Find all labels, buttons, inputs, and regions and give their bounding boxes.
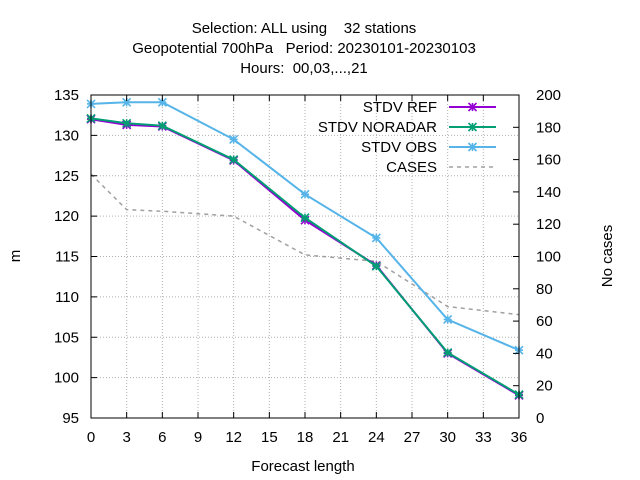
y-tick-label: 95 (62, 410, 79, 427)
y2-tick-label: 40 (536, 345, 553, 362)
y-tick-label: 130 (54, 127, 79, 144)
series-line-cases (90, 173, 520, 316)
y2-tick-label: 160 (536, 152, 561, 169)
legend-label: STDV OBS (361, 139, 437, 156)
chart-title-line-1: Selection: ALL using 32 stations (192, 20, 417, 37)
x-tick-label: 12 (225, 429, 242, 446)
y2-axis-label: No cases (599, 225, 616, 288)
grid-layer (91, 95, 519, 418)
y2-tick-label: 80 (536, 281, 553, 298)
y-tick-label: 115 (55, 249, 79, 266)
y-tick-label: 135 (54, 87, 79, 104)
x-axis-label: Forecast length (251, 458, 354, 475)
x-tick-label: 6 (158, 429, 166, 446)
data-point (300, 189, 310, 199)
data-point (371, 261, 381, 271)
data-point (122, 118, 132, 128)
data-point (157, 121, 167, 131)
series-layer (86, 97, 524, 400)
y2-tick-label: 20 (536, 378, 553, 395)
legend-label: STDV NORADAR (318, 119, 437, 136)
y2-tick-label: 140 (536, 184, 561, 201)
legend-label: CASES (386, 159, 437, 176)
x-tick-label: 3 (122, 429, 130, 446)
legend: STDV REF STDV NORADAR STDV OBS CASES (318, 99, 496, 176)
legend-marker (467, 142, 478, 152)
y2-tick-label: 180 (536, 119, 561, 136)
y2-tick-label: 120 (536, 216, 561, 233)
x-tick-label: 24 (368, 429, 385, 446)
y2-tick-label: 200 (536, 87, 561, 104)
y2-tick-label: 0 (536, 410, 544, 427)
y-tick-label: 110 (55, 289, 79, 306)
x-tick-label: 0 (87, 429, 95, 446)
y-tick-label: 120 (54, 208, 79, 225)
data-point (229, 134, 239, 144)
data-point (122, 97, 132, 107)
data-point (229, 155, 239, 165)
x-tick-label: 36 (511, 429, 528, 446)
chart-title-line-3: Hours: 00,03,...,21 (240, 60, 368, 77)
x-tick-label: 21 (332, 429, 349, 446)
axes-layer: 0 3 6 9 12 15 18 21 24 27 30 33 36951001051101151201… (54, 87, 561, 446)
x-tick-label: 18 (297, 429, 314, 446)
y-tick-label: 105 (54, 329, 79, 346)
x-tick-label: 30 (439, 429, 456, 446)
data-point (300, 213, 310, 223)
y-axis-label: m (7, 250, 24, 263)
series-line-stdv-noradar (90, 117, 520, 396)
x-tick-label: 27 (404, 429, 421, 446)
y2-tick-label: 100 (536, 249, 561, 266)
data-point (443, 348, 453, 358)
legend-marker (467, 102, 478, 112)
x-tick-label: 33 (475, 429, 492, 446)
y-tick-label: 125 (54, 168, 79, 185)
legend-marker (467, 122, 478, 132)
data-point (443, 314, 453, 325)
x-tick-label: 9 (194, 429, 202, 446)
y-tick-label: 100 (54, 370, 79, 387)
chart-title-line-2: Geopotential 700hPa Period: 20230101-202… (132, 40, 476, 57)
x-tick-label: 15 (261, 429, 278, 446)
data-point (371, 233, 381, 243)
y2-tick-label: 60 (536, 313, 553, 330)
legend-label: STDV REF (363, 99, 437, 116)
series-line-stdv-obs (90, 101, 520, 352)
